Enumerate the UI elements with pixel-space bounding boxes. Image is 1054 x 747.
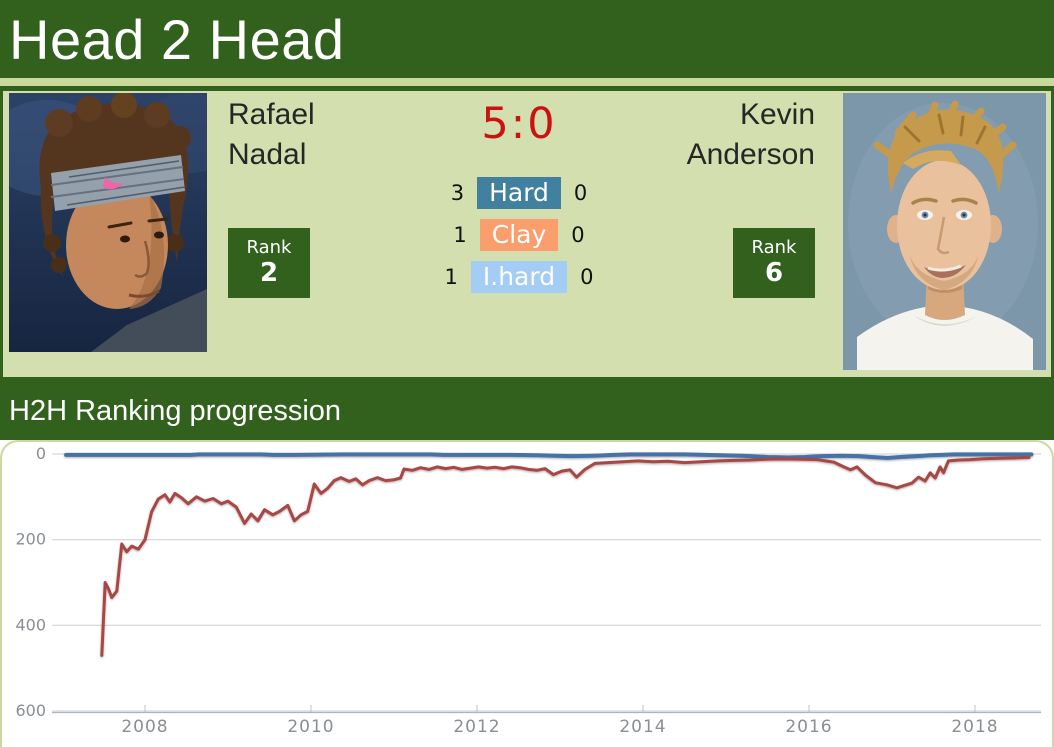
player1-photo	[9, 93, 207, 352]
ranking-chart: 0 200 400 600 2008 2010 2012 2014 2016 2018	[0, 440, 1054, 747]
surface-row-hard: 3 Hard 0	[450, 177, 588, 209]
player2-eyes	[917, 210, 972, 220]
section-header: H2H Ranking progression	[0, 383, 1054, 440]
chart-series-kevin-anderson	[100, 455, 1031, 657]
player2-rank-label: Rank	[751, 237, 797, 258]
surface-hard-left-count: 3	[450, 181, 465, 205]
player2-eyebrows	[911, 197, 978, 205]
surface-ihard-right-count: 0	[580, 265, 594, 289]
player2-hair	[873, 100, 1017, 193]
player2-shirt	[857, 305, 1033, 370]
y-axis-tick-label: 600	[15, 701, 46, 720]
h2h-score: 5:0	[481, 99, 557, 149]
x-axis-tick-label: 2018	[951, 717, 998, 737]
header-divider	[0, 78, 1054, 86]
surface-ihard-label: I.hard	[470, 261, 568, 293]
page-header: Head 2 Head	[0, 0, 1054, 78]
player1-eyes	[107, 217, 169, 229]
page-title: Head 2 Head	[9, 7, 345, 71]
player1-photo-image	[9, 93, 207, 352]
player2-first-name: Kevin	[739, 98, 815, 131]
surface-row-ihard: 1 I.hard 0	[444, 261, 594, 293]
h2h-summary: 5:0 3 Hard 0 1 Clay 0 1 I.hard 0	[403, 100, 635, 303]
x-axis-tick-label: 2016	[785, 717, 832, 737]
player2-face	[897, 160, 991, 290]
player1-hair	[39, 93, 191, 278]
y-axis-tick-label: 200	[15, 530, 46, 549]
player1-rank-label: Rank	[246, 237, 292, 258]
player1-first-name: Rafael	[228, 98, 315, 131]
x-axis-tick-label: 2014	[619, 717, 666, 737]
x-axis-tick-label: 2008	[121, 717, 168, 737]
section-title: H2H Ranking progression	[9, 395, 342, 427]
player1-last-name: Nadal	[228, 138, 307, 171]
x-axis-tick-label: 2012	[453, 717, 500, 737]
player2-rank-badge: Rank 6	[733, 228, 815, 298]
player2-mouth	[924, 264, 966, 278]
player1-headband-logo	[103, 177, 125, 190]
player1-rank-value: 2	[259, 258, 279, 288]
surface-clay-left-count: 1	[453, 223, 467, 247]
y-axis-tick-label: 0	[36, 444, 46, 463]
surface-clay-label: Clay	[479, 219, 559, 251]
surface-hard-label: Hard	[477, 177, 561, 209]
ranking-chart-plot: 0 200 400 600 2008 2010 2012 2014 2016 2018	[15, 444, 1041, 737]
x-axis-tick-label: 2010	[287, 717, 334, 737]
player1-shirt	[91, 289, 207, 352]
player2-rank-value: 6	[764, 258, 784, 288]
player1-name: Rafael Nadal	[228, 95, 315, 175]
player2-name: Kevin Anderson	[687, 95, 815, 175]
surface-hard-right-count: 0	[573, 181, 588, 205]
surface-row-clay: 1 Clay 0	[453, 219, 585, 251]
player2-photo	[843, 93, 1046, 370]
player1-rank-badge: Rank 2	[228, 228, 310, 298]
player2-last-name: Anderson	[686, 138, 815, 171]
y-axis-tick-label: 400	[15, 615, 46, 634]
surface-ihard-left-count: 1	[444, 265, 458, 289]
chart-series-rafael-nadal	[64, 452, 1034, 460]
h2h-panel: Rafael Nadal Rank 2 5:0 3 Hard 0 1 Clay …	[0, 86, 1054, 383]
player2-photo-image	[843, 93, 1046, 370]
player1-headband	[50, 155, 186, 211]
surface-clay-right-count: 0	[571, 223, 585, 247]
